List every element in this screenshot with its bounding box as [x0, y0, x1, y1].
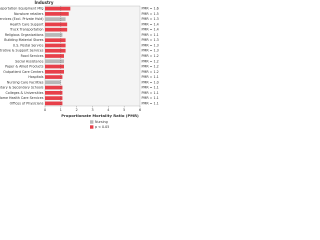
value-label: PMR = 1.1 — [142, 96, 159, 100]
value-label: PMR = 1.3 — [142, 38, 159, 42]
x-tick-label: 6 — [139, 108, 141, 112]
value-label: PMR = 1.0 — [142, 80, 159, 84]
x-tick-label: 0 — [44, 108, 46, 112]
y-tick-label: Nonstore retailers — [14, 12, 44, 16]
bar — [45, 6, 71, 11]
bar — [45, 69, 64, 74]
y-tick-label: Truck Transportation — [9, 28, 44, 32]
y-tick-label: Food Services — [21, 54, 44, 58]
value-label: PMR = 1.1 — [142, 75, 159, 79]
bar — [45, 54, 64, 58]
bar — [45, 12, 69, 16]
y-tick-label: Hospitals — [28, 75, 43, 79]
bar — [45, 43, 66, 48]
y-tick-label: Colleges & Universities — [5, 91, 43, 95]
value-label: PMR = 1.2 — [142, 70, 159, 74]
bar — [45, 80, 61, 85]
bar — [45, 85, 63, 90]
bar — [45, 96, 63, 100]
value-label: PMR = 1.2 — [142, 59, 159, 63]
y-tick-label: Offices of Physicians — [10, 101, 44, 105]
value-label: PMR = 1.3 — [142, 49, 159, 53]
bar — [45, 59, 64, 64]
y-tick-label: Paper & Allied Products — [5, 65, 44, 69]
value-label: PMR = 1.5 — [142, 12, 159, 16]
chart-title: Industry — [35, 0, 54, 5]
x-tick-label: 5 — [123, 108, 125, 112]
legend-label: p < 0.05 — [95, 125, 109, 129]
value-label: PMR = 1.1 — [142, 101, 159, 105]
bar — [45, 101, 63, 106]
bar — [45, 22, 68, 27]
y-tick-label: Building Material Stores — [4, 38, 44, 42]
chart: Industry Proportionate Mortality Ratio (… — [0, 0, 159, 129]
value-label: PMR = 1.1 — [142, 91, 159, 95]
value-label: PMR = 1.3 — [142, 17, 159, 21]
bar — [45, 27, 68, 32]
x-tick-label: 1 — [60, 108, 62, 112]
value-label: PMR = 1.6 — [142, 7, 159, 11]
y-tick-label: U.S. Postal Service — [13, 43, 44, 47]
x-tick-label: 3 — [91, 108, 93, 112]
y-tick-label: Administrative & Support Services — [0, 49, 44, 53]
bar — [45, 75, 63, 79]
value-label: PMR = 1.4 — [142, 22, 159, 26]
y-tick-label: Misc. Services (Excl. Private Hsld) — [0, 17, 44, 21]
legend-label: Nursing — [95, 120, 108, 124]
y-tick-label: Health Care Support — [10, 22, 44, 26]
legend-swatch — [90, 120, 94, 124]
value-label: PMR = 1.2 — [142, 54, 159, 58]
value-label: PMR = 1.2 — [142, 65, 159, 69]
bar — [45, 33, 63, 37]
value-label: PMR = 1.1 — [142, 86, 159, 90]
value-label: PMR = 1.3 — [142, 43, 159, 47]
bar — [45, 17, 66, 21]
y-tick-label: Social Assistance — [15, 59, 43, 63]
value-label: PMR = 1.4 — [142, 28, 159, 32]
bar — [45, 64, 64, 69]
y-tick-label: Nursing Care Facilities — [7, 80, 44, 84]
bar — [45, 48, 66, 53]
x-tick-label: 4 — [107, 108, 109, 112]
y-tick-label: Elementary & Secondary Schools — [0, 86, 44, 90]
y-tick-label: Outpatient Care Centers — [3, 70, 44, 74]
bar — [45, 38, 66, 43]
value-label: PMR = 1.1 — [142, 33, 159, 37]
x-tick-label: 2 — [76, 108, 78, 112]
y-tick-label: Religious Organizations — [5, 33, 44, 37]
x-axis-label: Proportionate Mortality Ratio (PMR) — [61, 113, 139, 118]
bar — [45, 91, 63, 95]
y-tick-label: Transportation Equipment Mfg — [0, 7, 44, 11]
legend-swatch — [90, 125, 94, 129]
y-tick-label: Home Health Care Services — [0, 96, 44, 100]
